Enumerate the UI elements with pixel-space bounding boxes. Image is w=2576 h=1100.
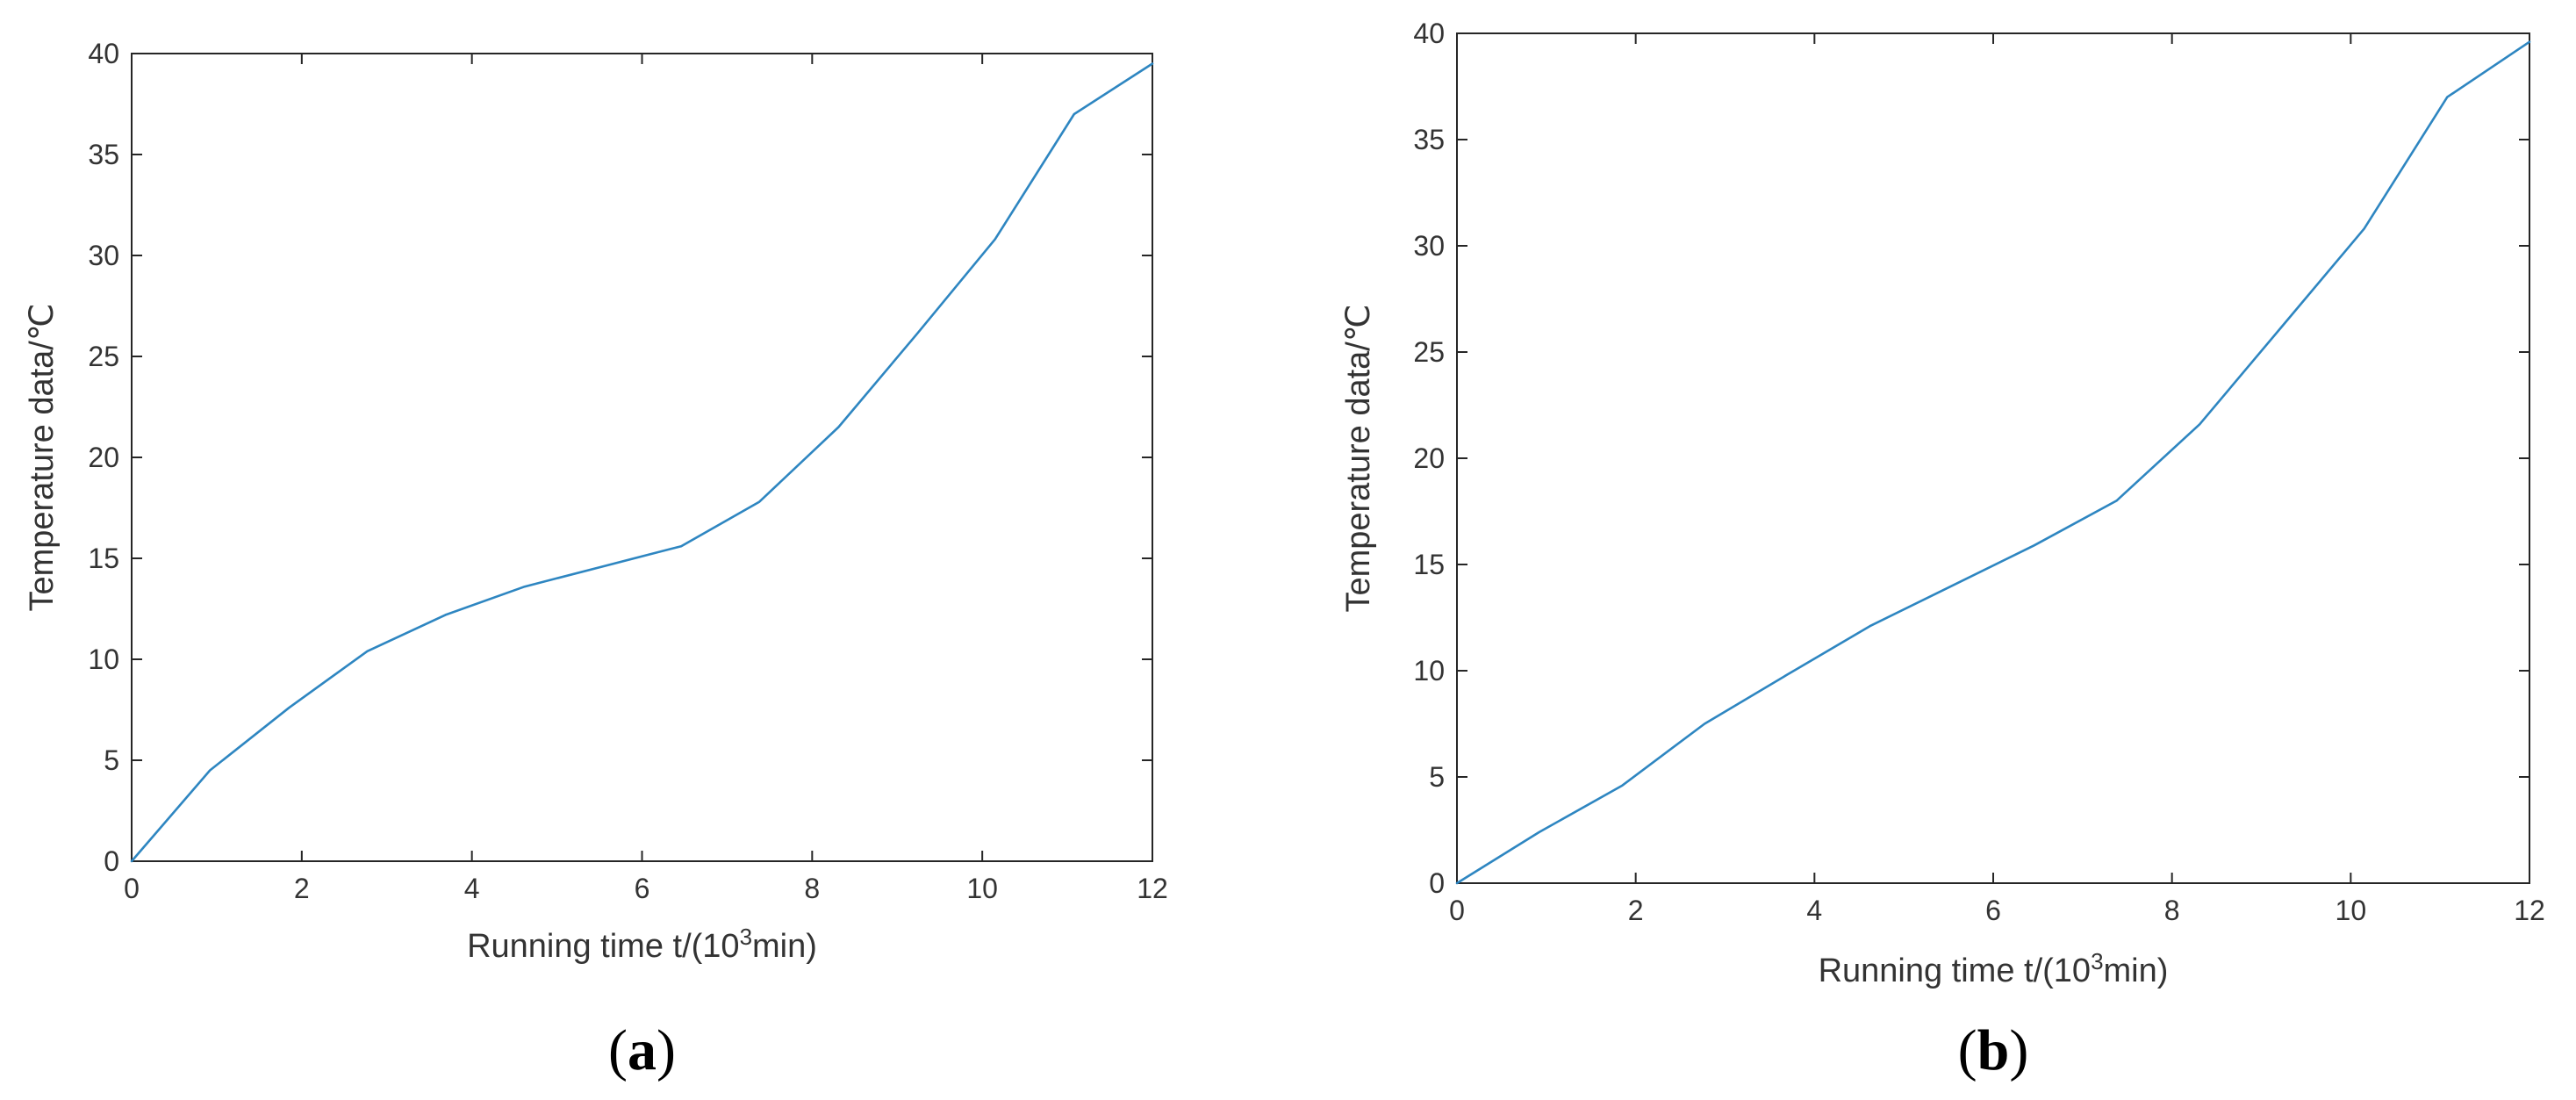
y-tick-label-b: 40: [1413, 18, 1445, 49]
x-tick-label-a: 10: [966, 873, 998, 904]
y-tick-label-a: 30: [88, 240, 119, 271]
panel-label-letter: b: [1977, 1018, 2010, 1082]
x-axis-title-a: Running time t/(103min): [467, 924, 817, 965]
y-tick-label-b: 25: [1413, 336, 1445, 368]
series-line-b-0: [1455, 40, 2531, 885]
x-tick-label-a: 0: [124, 873, 140, 904]
y-tick-label-a: 0: [104, 845, 119, 877]
x-axis-title-superscript: 3: [2091, 948, 2103, 974]
panel-label-close-paren: ): [657, 1018, 676, 1082]
x-tick-label-b: 4: [1806, 895, 1822, 926]
x-tick-label-a: 4: [464, 873, 480, 904]
x-tick-label-b: 2: [1628, 895, 1644, 926]
panel-label-a: (a): [608, 1018, 676, 1082]
x-tick-label-b: 0: [1449, 895, 1465, 926]
y-tick-label-b: 10: [1413, 655, 1445, 687]
x-tick-label-a: 6: [635, 873, 650, 904]
plot-frame-b: [1456, 32, 2530, 884]
x-axis-title-main: Running time t/(10: [467, 928, 740, 965]
y-tick-label-b: 30: [1413, 230, 1445, 262]
x-tick-label-b: 8: [2164, 895, 2180, 926]
y-tick-label-b: 20: [1413, 442, 1445, 474]
y-axis-title-a: Temperature data/℃: [24, 303, 61, 611]
x-axis-title-b: Running time t/(103min): [1819, 948, 2169, 989]
y-tick-label-a: 5: [104, 744, 119, 776]
chart-panel-b: 0 2 4 6 8 10 12 0 5 10 15 20 25 30 35 40 Running time t/…: [1340, 18, 2545, 1082]
x-tick-label-a: 8: [804, 873, 820, 904]
y-axis-title-b: Temperature data/℃: [1340, 304, 1377, 612]
panel-label-close-paren: ): [2009, 1018, 2028, 1082]
y-tick-label-a: 40: [88, 38, 119, 69]
series-line-a-0: [130, 62, 1154, 863]
x-tick-label-b: 12: [2514, 895, 2545, 926]
y-tick-label-b: 35: [1413, 124, 1445, 155]
x-tick-label-a: 12: [1137, 873, 1168, 904]
x-axis-title-end: min): [2104, 953, 2169, 989]
panel-label-letter: a: [628, 1018, 657, 1082]
chart-panel-a: 0 2 4 6 8 10 12 0 5 10 15 20 25 30 35 40 Running time t/…: [24, 38, 1168, 1082]
y-tick-label-b: 5: [1429, 761, 1445, 793]
y-tick-label-b: 15: [1413, 549, 1445, 580]
y-tick-label-b: 0: [1429, 867, 1445, 899]
plot-frame-a: [131, 53, 1153, 862]
panel-label-open-paren: (: [1958, 1018, 1977, 1082]
y-tick-label-a: 10: [88, 643, 119, 675]
x-axis-title-main: Running time t/(10: [1819, 953, 2092, 989]
panel-label-open-paren: (: [608, 1018, 628, 1082]
x-axis-title-end: min): [752, 928, 817, 965]
x-tick-label-b: 10: [2336, 895, 2367, 926]
y-tick-label-a: 25: [88, 341, 119, 372]
y-tick-label-a: 20: [88, 442, 119, 473]
x-tick-label-a: 2: [294, 873, 310, 904]
y-tick-label-a: 15: [88, 543, 119, 574]
x-axis-title-superscript: 3: [740, 924, 752, 950]
y-tick-label-a: 35: [88, 139, 119, 170]
panel-label-b: (b): [1958, 1018, 2029, 1082]
x-tick-label-b: 6: [1985, 895, 2001, 926]
